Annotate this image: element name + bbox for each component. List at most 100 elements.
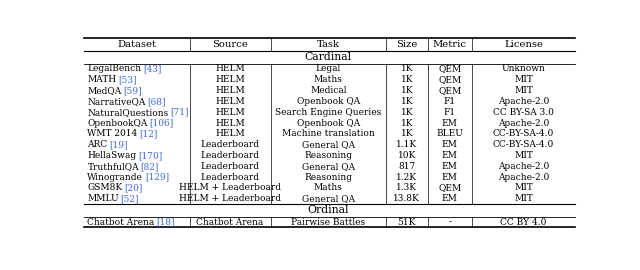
Text: [68]: [68] — [147, 97, 166, 106]
Text: F1: F1 — [444, 108, 456, 117]
Text: EM: EM — [442, 173, 458, 182]
Text: -: - — [448, 218, 451, 227]
Text: ARC: ARC — [88, 140, 108, 149]
Text: HELM + Leaderboard: HELM + Leaderboard — [179, 183, 281, 193]
Text: Chatbot Arena: Chatbot Arena — [88, 218, 155, 227]
Text: 817: 817 — [398, 162, 415, 171]
Text: Openbook QA: Openbook QA — [296, 97, 360, 106]
Text: HELM + Leaderboard: HELM + Leaderboard — [179, 194, 281, 203]
Text: Reasoning: Reasoning — [304, 173, 352, 182]
Text: CC-BY-SA-4.0: CC-BY-SA-4.0 — [493, 129, 554, 138]
Text: Reasoning: Reasoning — [304, 151, 352, 160]
Text: [43]: [43] — [143, 65, 161, 73]
Text: NaturalQuestions: NaturalQuestions — [88, 108, 169, 117]
Text: Leaderboard: Leaderboard — [200, 162, 260, 171]
Text: 51K: 51K — [397, 218, 416, 227]
Text: Chatbot Arena: Chatbot Arena — [196, 218, 264, 227]
Text: [129]: [129] — [145, 173, 169, 182]
Text: QEM: QEM — [438, 86, 461, 95]
Text: Cardinal: Cardinal — [305, 52, 351, 62]
Text: 1K: 1K — [401, 65, 413, 73]
Text: 1K: 1K — [401, 75, 413, 84]
Text: NarrativeQA: NarrativeQA — [88, 97, 146, 106]
Text: LegalBench: LegalBench — [88, 65, 141, 73]
Text: [82]: [82] — [141, 162, 159, 171]
Text: OpenbookQA: OpenbookQA — [88, 119, 148, 127]
Text: Size: Size — [396, 40, 417, 49]
Text: [53]: [53] — [118, 75, 136, 84]
Text: [52]: [52] — [120, 194, 139, 203]
Text: Winogrande: Winogrande — [88, 173, 143, 182]
Text: General QA: General QA — [301, 140, 355, 149]
Text: MMLU: MMLU — [88, 194, 119, 203]
Text: HELM: HELM — [215, 97, 245, 106]
Text: Task: Task — [317, 40, 340, 49]
Text: Apache-2.0: Apache-2.0 — [498, 173, 549, 182]
Text: QEM: QEM — [438, 65, 461, 73]
Text: 1K: 1K — [401, 86, 413, 95]
Text: Leaderboard: Leaderboard — [200, 173, 260, 182]
Text: Openbook QA: Openbook QA — [296, 119, 360, 127]
Text: CC BY 4.0: CC BY 4.0 — [500, 218, 547, 227]
Text: BLEU: BLEU — [436, 129, 463, 138]
Text: 1.2K: 1.2K — [396, 173, 417, 182]
Text: MIT: MIT — [514, 183, 533, 193]
Text: MIT: MIT — [514, 151, 533, 160]
Text: 1.1K: 1.1K — [396, 140, 417, 149]
Text: Leaderboard: Leaderboard — [200, 140, 260, 149]
Text: License: License — [504, 40, 543, 49]
Text: [20]: [20] — [124, 183, 143, 193]
Text: HELM: HELM — [215, 119, 245, 127]
Text: Medical: Medical — [310, 86, 346, 95]
Text: MIT: MIT — [514, 75, 533, 84]
Text: Dataset: Dataset — [117, 40, 156, 49]
Text: [18]: [18] — [156, 218, 175, 227]
Text: 1K: 1K — [401, 119, 413, 127]
Text: EM: EM — [442, 162, 458, 171]
Text: 1K: 1K — [401, 97, 413, 106]
Text: Apache-2.0: Apache-2.0 — [498, 162, 549, 171]
Text: [19]: [19] — [109, 140, 127, 149]
Text: Apache-2.0: Apache-2.0 — [498, 97, 549, 106]
Text: Metric: Metric — [433, 40, 467, 49]
Text: MIT: MIT — [514, 194, 533, 203]
Text: Leaderboard: Leaderboard — [200, 151, 260, 160]
Text: HELM: HELM — [215, 65, 245, 73]
Text: F1: F1 — [444, 97, 456, 106]
Text: Search Engine Queries: Search Engine Queries — [275, 108, 381, 117]
Text: EM: EM — [442, 119, 458, 127]
Text: CC BY-SA 3.0: CC BY-SA 3.0 — [493, 108, 554, 117]
Text: Legal: Legal — [316, 65, 341, 73]
Text: HELM: HELM — [215, 86, 245, 95]
Text: EM: EM — [442, 140, 458, 149]
Text: [170]: [170] — [138, 151, 163, 160]
Text: MedQA: MedQA — [88, 86, 122, 95]
Text: TruthfulQA: TruthfulQA — [88, 162, 139, 171]
Text: [106]: [106] — [149, 119, 173, 127]
Text: MATH: MATH — [88, 75, 116, 84]
Text: HELM: HELM — [215, 108, 245, 117]
Text: EM: EM — [442, 194, 458, 203]
Text: CC-BY-SA-4.0: CC-BY-SA-4.0 — [493, 140, 554, 149]
Text: QEM: QEM — [438, 75, 461, 84]
Text: Maths: Maths — [314, 75, 342, 84]
Text: Machine translation: Machine translation — [282, 129, 374, 138]
Text: General QA: General QA — [301, 194, 355, 203]
Text: WMT 2014: WMT 2014 — [88, 129, 138, 138]
Text: Apache-2.0: Apache-2.0 — [498, 119, 549, 127]
Text: [71]: [71] — [170, 108, 189, 117]
Text: GSM8K: GSM8K — [88, 183, 123, 193]
Text: QEM: QEM — [438, 183, 461, 193]
Text: HELM: HELM — [215, 75, 245, 84]
Text: MIT: MIT — [514, 86, 533, 95]
Text: 1K: 1K — [401, 108, 413, 117]
Text: Maths: Maths — [314, 183, 342, 193]
Text: General QA: General QA — [301, 162, 355, 171]
Text: [59]: [59] — [123, 86, 142, 95]
Text: Source: Source — [212, 40, 248, 49]
Text: 1K: 1K — [401, 129, 413, 138]
Text: 13.8K: 13.8K — [394, 194, 420, 203]
Text: 10K: 10K — [397, 151, 416, 160]
Text: Pairwise Battles: Pairwise Battles — [291, 218, 365, 227]
Text: 1.3K: 1.3K — [396, 183, 417, 193]
